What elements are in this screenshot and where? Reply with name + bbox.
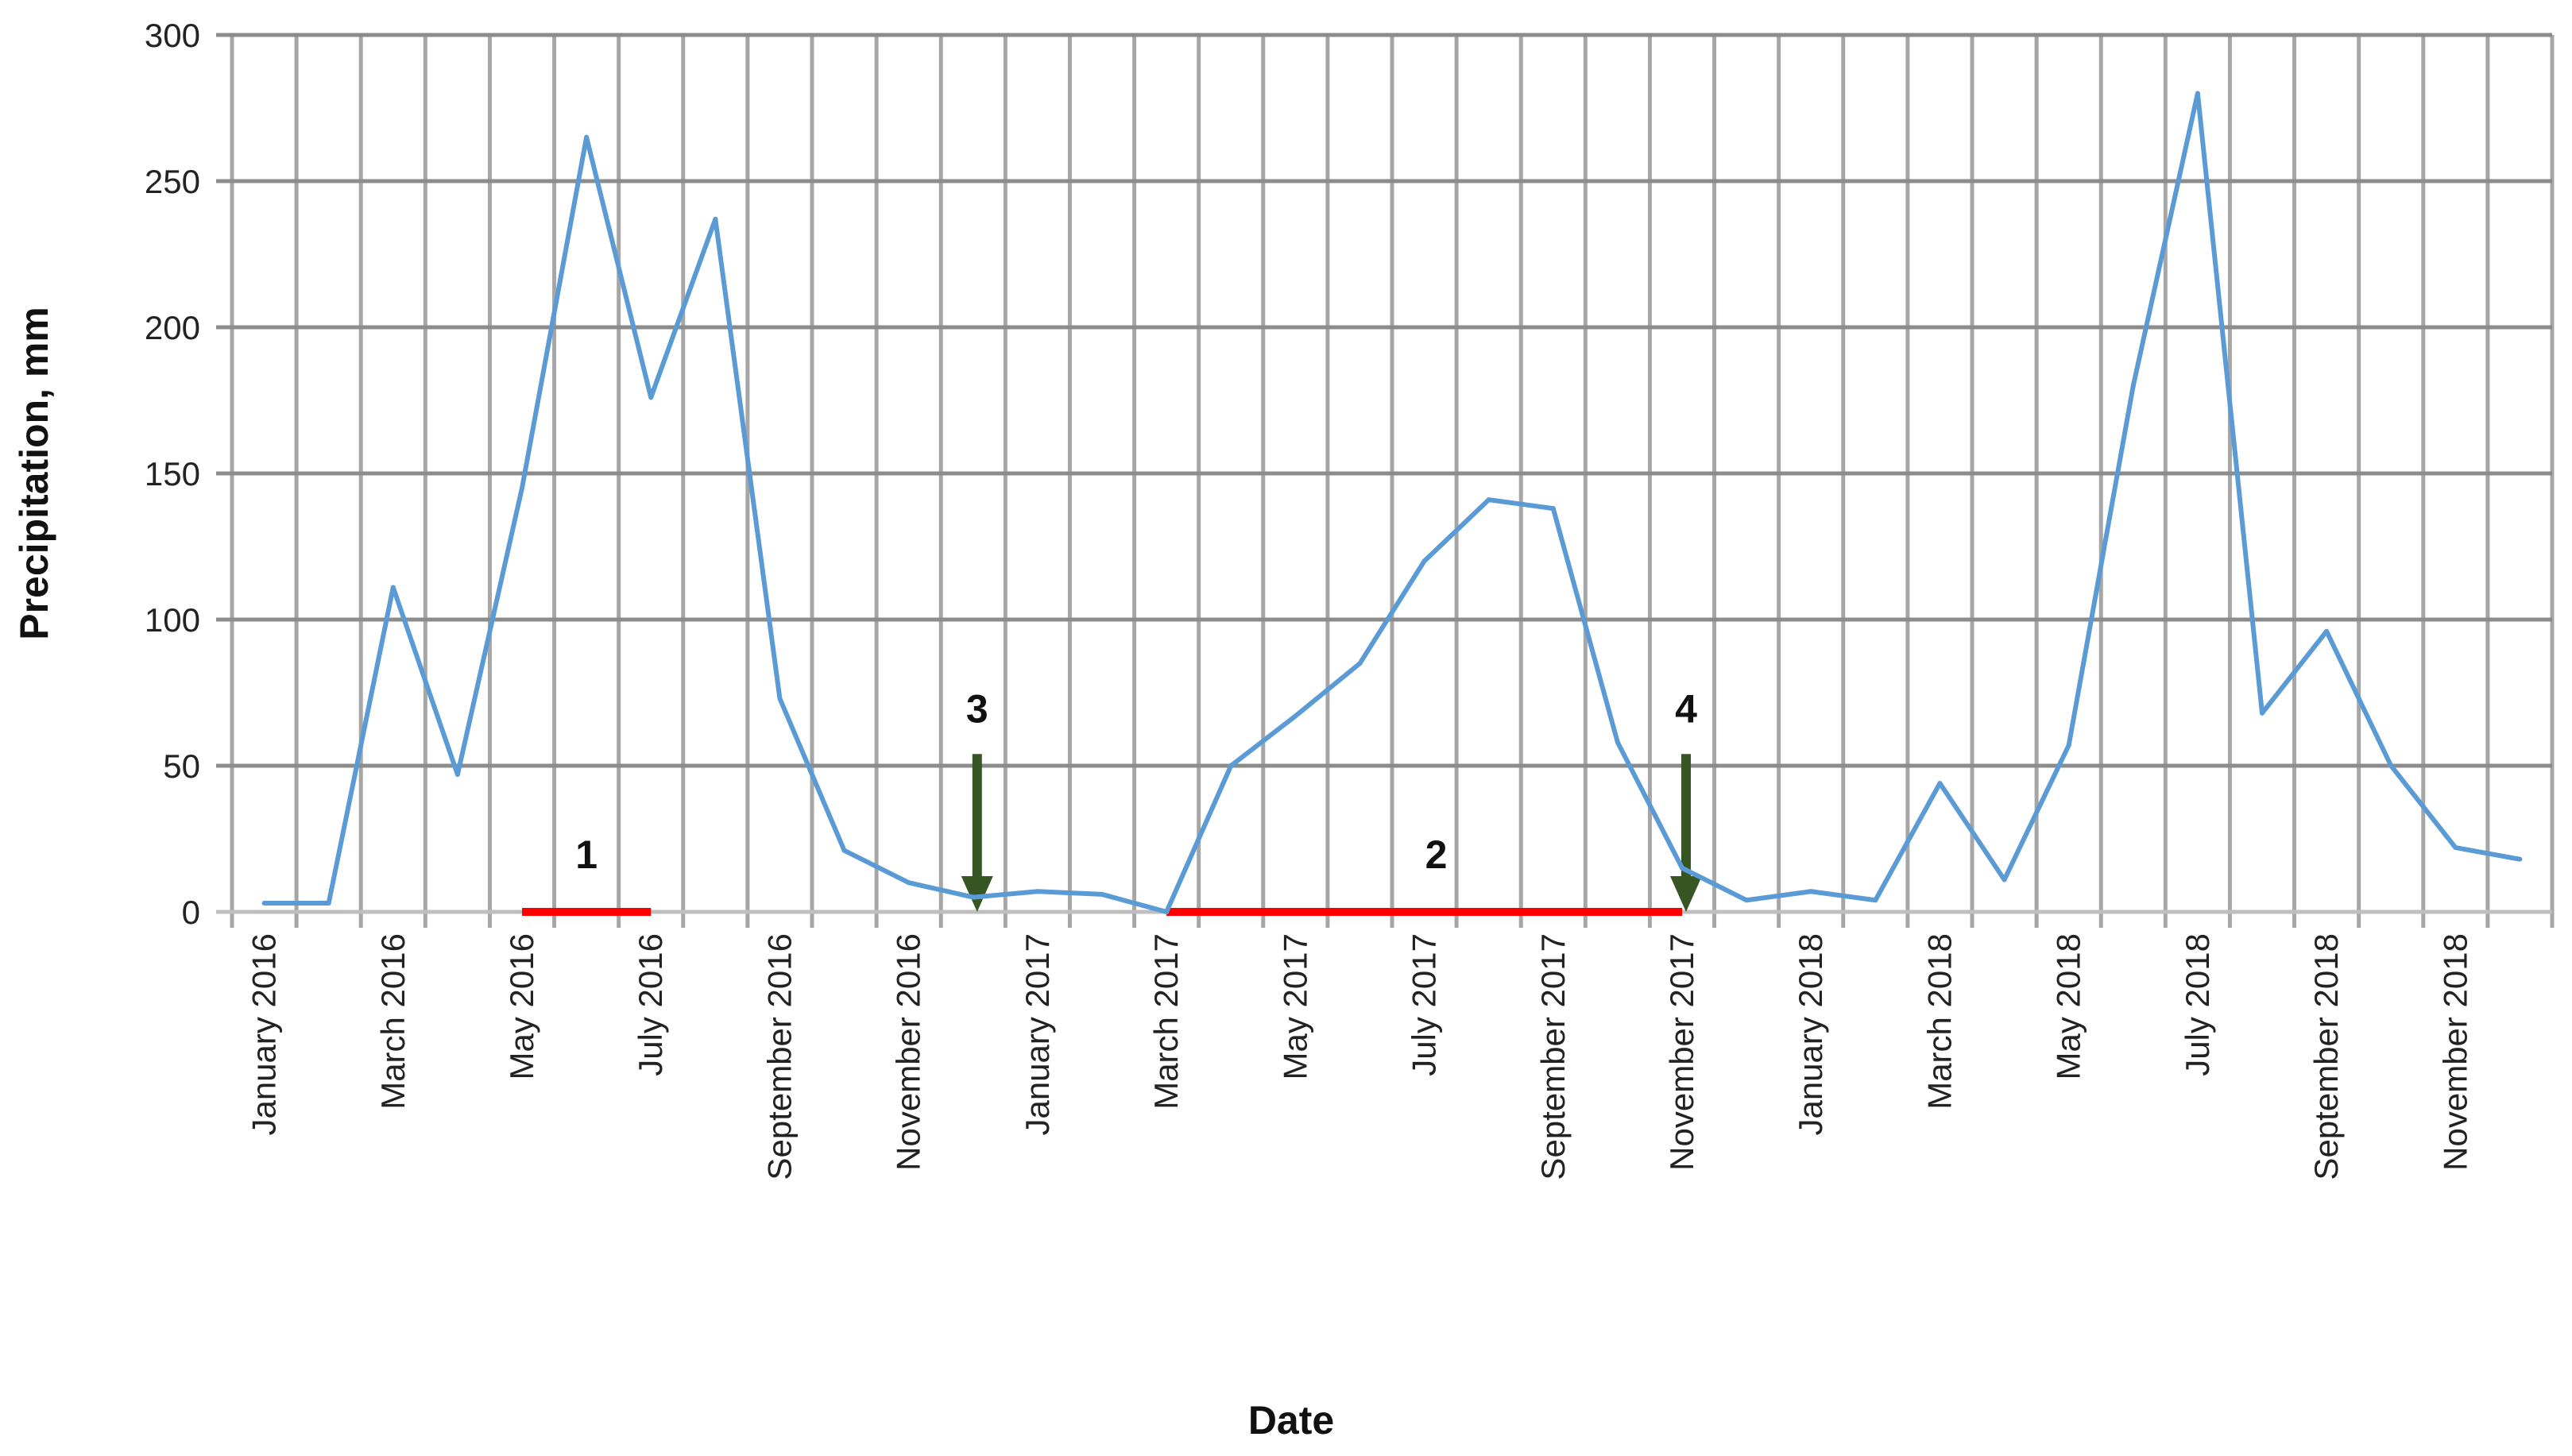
data-point bbox=[1421, 558, 1427, 564]
data-point bbox=[1293, 713, 1298, 719]
x-tick-label: January 2017 bbox=[1019, 933, 1056, 1136]
x-tick-label: July 2016 bbox=[632, 933, 669, 1076]
arrow-label-4: 4 bbox=[1675, 686, 1697, 731]
y-tick-label: 200 bbox=[145, 309, 200, 346]
data-point bbox=[1550, 506, 1556, 512]
x-tick-label: November 2017 bbox=[1663, 933, 1700, 1171]
x-tick-label: September 2018 bbox=[2307, 933, 2345, 1180]
data-point bbox=[584, 134, 590, 140]
data-point bbox=[648, 395, 654, 400]
data-point bbox=[906, 880, 911, 886]
x-tick-label: July 2018 bbox=[2179, 933, 2216, 1076]
data-point bbox=[1100, 891, 1104, 897]
y-axis-ticks: 0 50 100 150 200 250 300 bbox=[145, 17, 200, 931]
data-point bbox=[1357, 661, 1363, 666]
period-label-2: 2 bbox=[1425, 832, 1448, 877]
y-tick-label: 100 bbox=[145, 601, 200, 639]
data-point bbox=[2066, 743, 2071, 748]
y-tick-label: 150 bbox=[145, 455, 200, 492]
x-tick-label: May 2018 bbox=[2050, 933, 2087, 1079]
x-tick-label: January 2018 bbox=[1792, 933, 1829, 1136]
data-point bbox=[970, 894, 976, 900]
data-point bbox=[2324, 628, 2330, 634]
arrow-down-icon bbox=[1670, 876, 1702, 912]
x-tick-label: May 2017 bbox=[1276, 933, 1313, 1079]
data-point bbox=[713, 216, 718, 222]
data-point bbox=[777, 696, 783, 701]
arrow-down-icon bbox=[961, 876, 993, 912]
y-axis-title: Precipitation, mm bbox=[12, 307, 56, 640]
data-point bbox=[1873, 898, 1878, 903]
data-point bbox=[1164, 910, 1170, 914]
data-point bbox=[1486, 497, 1491, 503]
precipitation-line bbox=[264, 91, 2520, 914]
y-tick-label: 0 bbox=[182, 894, 200, 931]
x-tick-label: March 2017 bbox=[1147, 933, 1185, 1110]
annotations: 1 2 3 4 bbox=[522, 686, 1702, 916]
x-tick-label: November 2018 bbox=[2436, 933, 2473, 1171]
y-tick-label: 300 bbox=[145, 17, 200, 54]
data-point bbox=[454, 772, 460, 778]
data-point bbox=[261, 900, 267, 906]
x-tick-label: November 2016 bbox=[890, 933, 927, 1171]
arrow-label-3: 3 bbox=[966, 686, 988, 731]
data-point bbox=[2195, 91, 2200, 96]
data-point bbox=[326, 900, 331, 906]
x-tick-label: March 2016 bbox=[374, 933, 412, 1110]
data-point bbox=[520, 485, 524, 491]
data-point bbox=[390, 585, 396, 590]
series bbox=[261, 91, 2523, 914]
data-point bbox=[1744, 898, 1750, 903]
data-point bbox=[1937, 781, 1943, 786]
x-tick-label: January 2016 bbox=[246, 933, 283, 1136]
x-tick-label: July 2017 bbox=[1406, 933, 1443, 1076]
y-tick-label: 250 bbox=[145, 163, 200, 200]
period-label-1: 1 bbox=[575, 832, 598, 877]
x-axis-ticks: January 2016 March 2016 May 2016 July 2016 S… bbox=[246, 933, 2474, 1180]
x-tick-label: September 2017 bbox=[1534, 933, 1572, 1180]
data-point bbox=[841, 848, 847, 853]
data-point bbox=[2260, 710, 2265, 716]
grid bbox=[216, 33, 2555, 928]
data-point bbox=[1228, 763, 1234, 768]
data-point bbox=[2002, 877, 2007, 882]
data-point bbox=[1035, 889, 1040, 894]
x-tick-label: September 2016 bbox=[760, 933, 798, 1180]
data-point bbox=[1808, 889, 1814, 894]
data-point bbox=[1615, 740, 1620, 745]
x-tick-label: March 2018 bbox=[1920, 933, 1958, 1110]
y-tick-label: 50 bbox=[163, 747, 200, 785]
data-point bbox=[2517, 856, 2523, 862]
x-axis-title: Date bbox=[1248, 1398, 1334, 1442]
data-point bbox=[2388, 763, 2394, 768]
data-point bbox=[1680, 865, 1684, 871]
data-point bbox=[2130, 383, 2136, 388]
x-tick-label: May 2016 bbox=[503, 933, 540, 1079]
data-point bbox=[2453, 845, 2458, 851]
